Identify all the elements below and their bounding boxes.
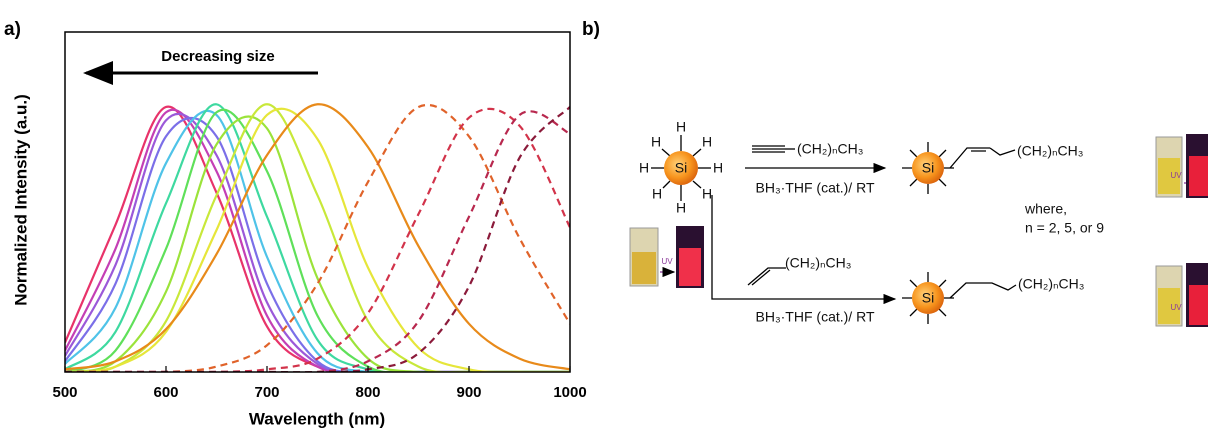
uv-label: UV xyxy=(1170,303,1182,312)
atom: H xyxy=(676,119,686,135)
spectrum-line xyxy=(65,109,570,372)
chain: (CH₂)ₙCH₃ xyxy=(1018,276,1084,292)
annotation: Decreasing size xyxy=(161,48,274,65)
panel-label: b) xyxy=(582,19,600,40)
x-tick-label: 500 xyxy=(52,384,77,401)
x-tick-label: 800 xyxy=(355,384,380,401)
plot-area xyxy=(65,104,570,373)
chart: Normalized Intensity (a.u.) Wavelength (… xyxy=(11,32,586,428)
x-axis-title: Wavelength (nm) xyxy=(249,409,385,428)
conditions: BH₃·THF (cat.)/ RT xyxy=(756,309,875,325)
atom: H xyxy=(702,134,712,150)
reaction-scheme: Si H H H H H H H H (CH₂)ₙCH₃ BH₃·THF (ca… xyxy=(630,119,1208,327)
y-axis-title: Normalized Intensity (a.u.) xyxy=(11,94,30,306)
uv-label: UV xyxy=(661,257,673,266)
note: where, xyxy=(1024,201,1067,217)
x-tick-label: 900 xyxy=(456,384,481,401)
chain: (CH₂)ₙCH₃ xyxy=(1017,143,1083,159)
atom: H xyxy=(702,186,712,202)
atom: Si xyxy=(922,290,934,306)
reagent: (CH₂)ₙCH₃ xyxy=(797,141,863,157)
x-tick-label: 700 xyxy=(254,384,279,401)
spectrum-line xyxy=(65,107,570,373)
atom: Si xyxy=(675,160,687,176)
note: n = 2, 5, or 9 xyxy=(1025,220,1104,236)
x-tick-label: 1000 xyxy=(553,384,586,401)
atom: H xyxy=(652,186,662,202)
atom: H xyxy=(651,134,661,150)
uv-label: UV xyxy=(1170,171,1182,180)
atom: H xyxy=(676,200,686,216)
atom: H xyxy=(713,160,723,176)
spectrum-line xyxy=(65,107,570,372)
atom: H xyxy=(639,160,649,176)
figure: a) b) Normalized Intensity (a.u.) Wavele… xyxy=(0,0,1208,437)
spectrum-line xyxy=(65,109,570,373)
atom: Si xyxy=(922,160,934,176)
reagent: (CH₂)ₙCH₃ xyxy=(785,255,851,271)
x-tick-label: 600 xyxy=(153,384,178,401)
panel-label: a) xyxy=(4,19,21,40)
conditions: BH₃·THF (cat.)/ RT xyxy=(756,180,875,196)
